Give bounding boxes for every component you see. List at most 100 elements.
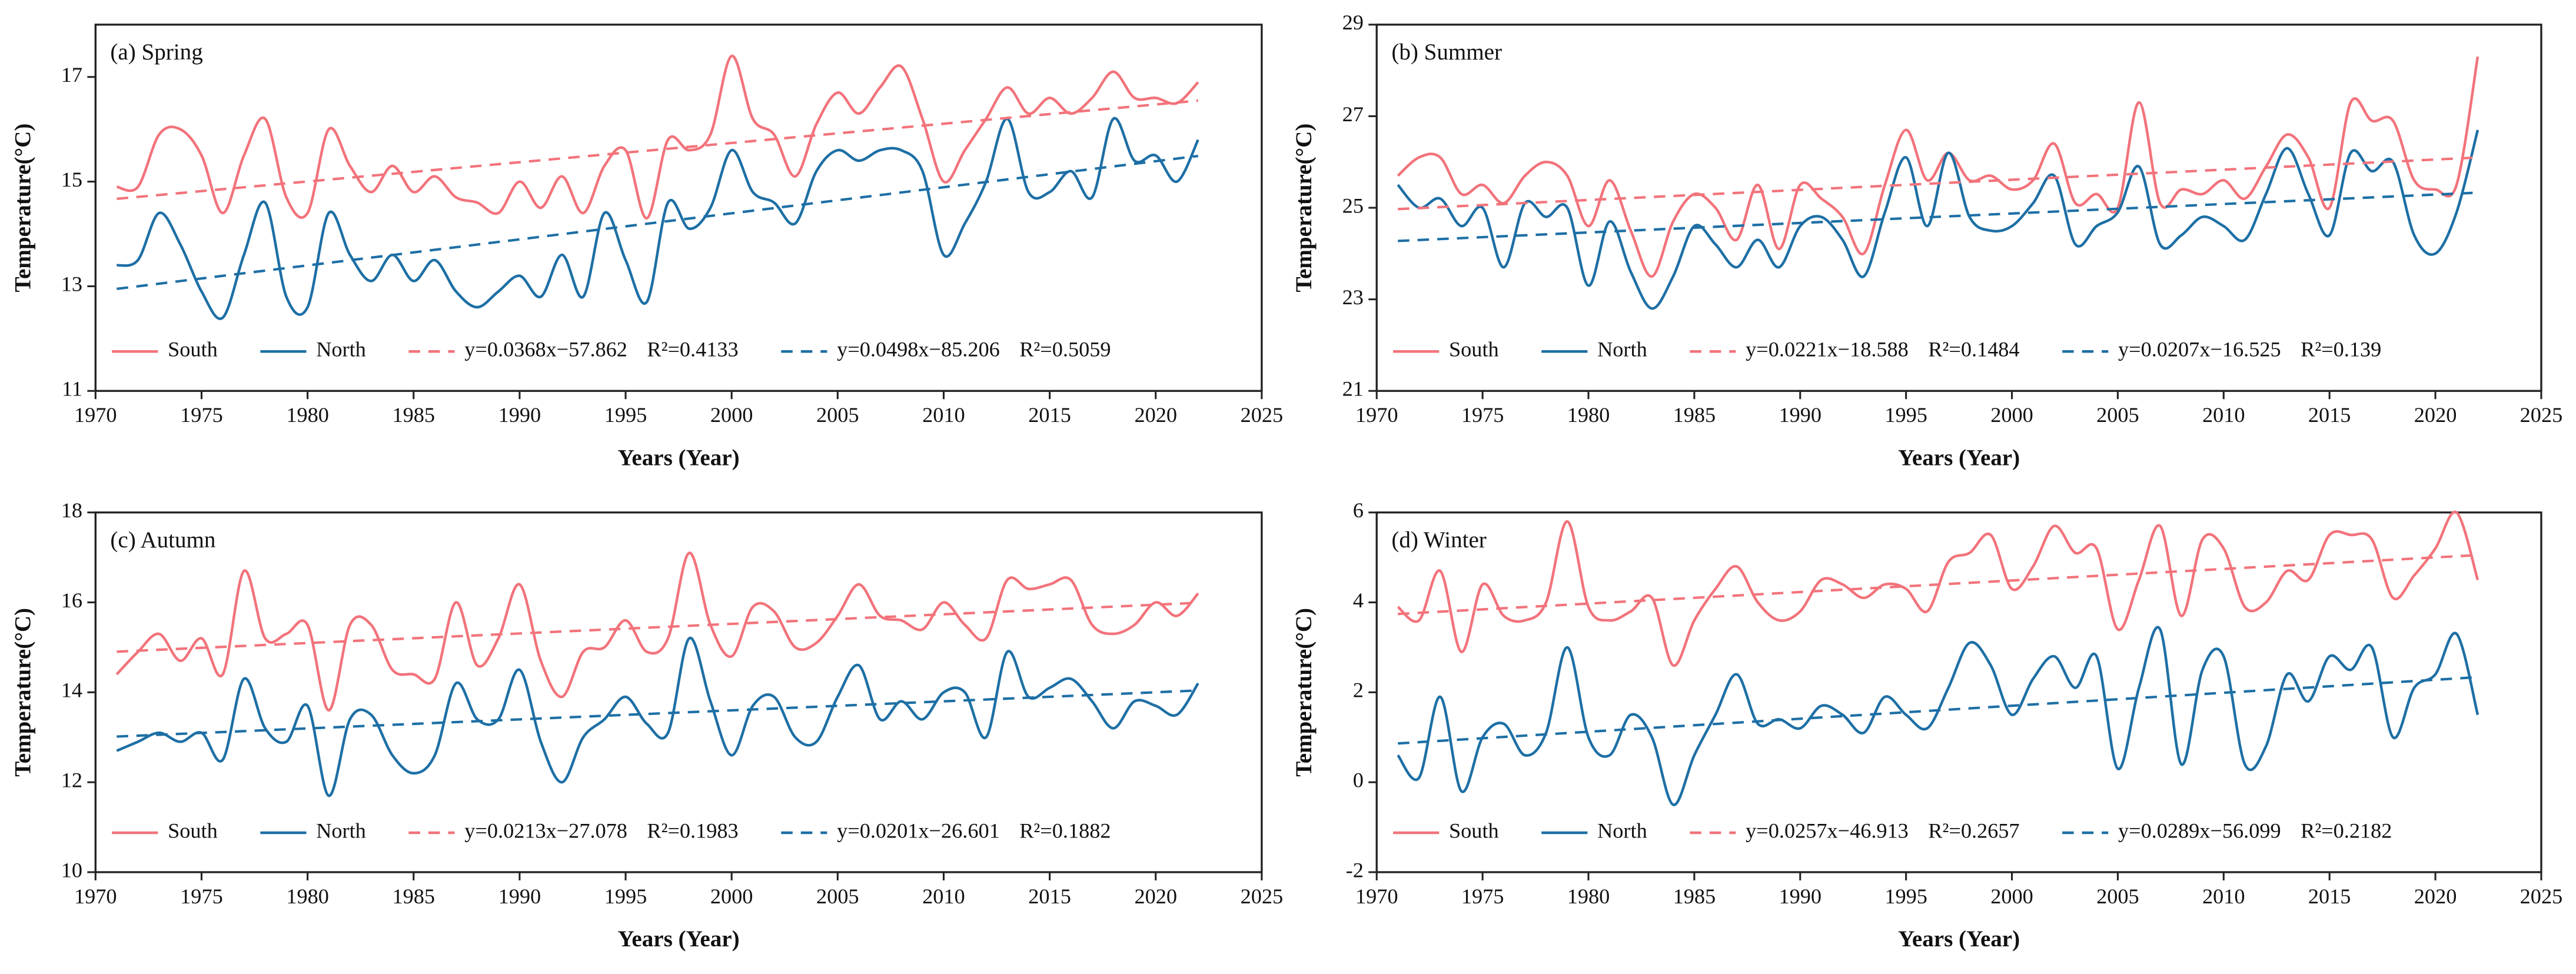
- y-tick-label: 17: [61, 63, 82, 87]
- x-tick-label: 1990: [1779, 885, 1822, 908]
- x-axis-label: Years (Year): [618, 445, 740, 470]
- x-tick-label: 2020: [1134, 885, 1177, 908]
- legend-r2: R²=0.4133: [647, 338, 738, 361]
- x-tick-label: 1970: [1355, 403, 1398, 427]
- y-tick-label: 21: [1342, 377, 1364, 401]
- y-tick-label: 25: [1342, 194, 1364, 217]
- x-axis-label: Years (Year): [1898, 445, 2020, 470]
- x-tick-label: 1995: [604, 403, 647, 427]
- legend-label: y=0.0213x−27.078: [464, 819, 627, 842]
- x-tick-label: 2000: [710, 403, 753, 427]
- x-tick-label: 2020: [1134, 403, 1177, 427]
- y-axis-label: Temperature(°C): [10, 124, 35, 292]
- y-tick-label: 18: [61, 498, 82, 522]
- x-tick-label: 1985: [1673, 403, 1716, 427]
- x-axis-label: Years (Year): [1898, 926, 2020, 952]
- series-line: [1397, 626, 2479, 806]
- legend-r2: R²=0.5059: [1019, 338, 1111, 361]
- trend-line: [1398, 676, 2478, 745]
- x-tick-label: 2015: [1028, 885, 1071, 908]
- x-tick-label: 2025: [1241, 885, 1284, 908]
- legend-label: y=0.0368x−57.862: [464, 338, 627, 361]
- x-tick-label: 1980: [286, 403, 329, 427]
- y-tick-label: 27: [1342, 102, 1364, 126]
- panel: 1970 1975 1980 1985 1990 1995 2000 2005 2010 2015…: [10, 498, 1283, 952]
- y-tick-label: 16: [61, 589, 82, 612]
- y-axis-label: Temperature(°C): [10, 608, 35, 777]
- y-tick-label: 15: [61, 168, 82, 191]
- x-tick-label: 1995: [1884, 885, 1927, 908]
- series-line: [1397, 129, 2479, 310]
- x-tick-label: 2015: [2308, 403, 2351, 427]
- x-tick-label: 1975: [180, 885, 223, 908]
- x-tick-label: 2000: [1990, 885, 2033, 908]
- x-tick-label: 1975: [180, 403, 223, 427]
- y-tick-label: 13: [61, 272, 82, 296]
- plot-frame: [94, 511, 1263, 873]
- y-tick-label: 10: [61, 858, 82, 882]
- legend-r2: R²=0.1983: [647, 819, 738, 842]
- x-tick-label: 1980: [1567, 885, 1610, 908]
- legend-label: y=0.0289x−56.099: [2118, 819, 2281, 842]
- x-tick-label: 2010: [2202, 403, 2245, 427]
- x-tick-label: 2005: [2096, 403, 2139, 427]
- x-tick-label: 1975: [1461, 885, 1504, 908]
- x-tick-label: 1970: [1355, 885, 1398, 908]
- legend-label: North: [316, 819, 366, 842]
- plot-frame: [94, 24, 1263, 392]
- x-tick-label: 1990: [498, 885, 541, 908]
- legend-label: North: [1597, 819, 1647, 842]
- x-tick-label: 2020: [2414, 403, 2457, 427]
- x-tick-label: 1975: [1461, 403, 1504, 427]
- y-tick-label: 29: [1342, 11, 1364, 34]
- legend-label: South: [168, 819, 218, 842]
- trend-line: [1398, 191, 2478, 242]
- x-tick-label: 1985: [392, 403, 435, 427]
- series-line: [1397, 56, 2479, 278]
- legend-label: y=0.0207x−16.525: [2118, 338, 2281, 361]
- legend-label: y=0.0201x−26.601: [837, 819, 1000, 842]
- panel-title: (c) Autumn: [110, 527, 215, 553]
- panel-title: (b) Summer: [1391, 39, 1502, 65]
- y-tick-label: 14: [61, 679, 82, 702]
- x-tick-label: 2015: [2308, 885, 2351, 908]
- x-tick-label: 2005: [816, 403, 859, 427]
- y-tick-label: 6: [1353, 498, 1364, 522]
- legend-label: South: [1449, 338, 1499, 361]
- y-tick-label: 0: [1353, 768, 1364, 792]
- plot-frame: [1375, 24, 2542, 392]
- legend-label: y=0.0498x−85.206: [837, 338, 1000, 361]
- x-tick-label: 2005: [2096, 885, 2139, 908]
- x-tick-label: 1980: [286, 885, 329, 908]
- x-tick-label: 1995: [604, 885, 647, 908]
- x-tick-label: 2015: [1028, 403, 1071, 427]
- series-line: [116, 117, 1199, 320]
- panel-title: (a) Spring: [110, 39, 202, 65]
- trend-line: [1398, 156, 2478, 211]
- x-tick-label: 2025: [2520, 403, 2563, 427]
- trend-line: [117, 601, 1198, 653]
- x-tick-label: 2000: [1990, 403, 2033, 427]
- plot-frame: [1375, 511, 2542, 873]
- y-tick-label: 2: [1353, 679, 1364, 702]
- x-tick-label: 2020: [2414, 885, 2457, 908]
- x-tick-label: 2010: [922, 885, 965, 908]
- legend-r2: R²=0.1882: [1019, 819, 1111, 842]
- x-tick-label: 1990: [1779, 403, 1822, 427]
- trend-line: [117, 689, 1198, 738]
- x-tick-label: 2000: [710, 885, 753, 908]
- x-tick-label: 2025: [2520, 885, 2563, 908]
- y-tick-label: 23: [1342, 285, 1364, 309]
- panel-title: (d) Winter: [1391, 527, 1486, 553]
- x-tick-label: 1985: [392, 885, 435, 908]
- legend-label: y=0.0257x−46.913: [1746, 819, 1909, 842]
- x-tick-label: 1970: [74, 403, 117, 427]
- x-tick-label: 1995: [1884, 403, 1927, 427]
- series-line: [116, 55, 1199, 220]
- series-line: [115, 551, 1199, 712]
- x-tick-label: 1985: [1673, 885, 1716, 908]
- legend-r2: R²=0.2657: [1928, 819, 2019, 842]
- x-axis-label: Years (Year): [618, 926, 740, 952]
